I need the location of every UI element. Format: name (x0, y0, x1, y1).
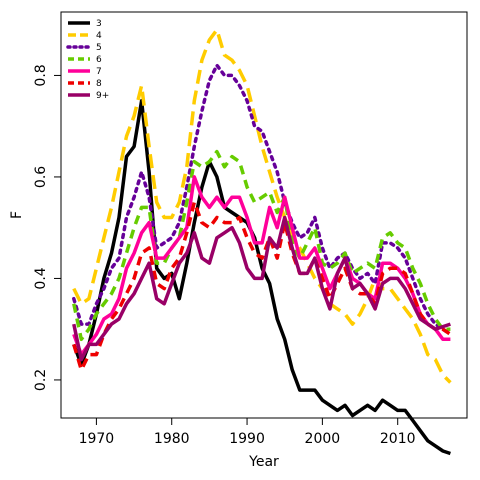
series-line-6 (72, 149, 451, 342)
legend-label: 8 (96, 79, 102, 89)
plot-area (72, 28, 453, 456)
y-axis-title: F (9, 211, 25, 219)
series-line-3 (72, 99, 451, 456)
x-tick-label: 2000 (305, 431, 341, 447)
y-tick-label: 0.8 (33, 64, 49, 86)
legend-label: 4 (96, 31, 102, 41)
legend-label: 6 (96, 55, 102, 65)
y-tick-label: 0.2 (33, 369, 49, 391)
legend: 3 4 5 6 7 8 9+ (66, 19, 109, 101)
x-tick-label: 1970 (79, 431, 115, 447)
x-tick-label: 1980 (154, 431, 190, 447)
series-line-9plus (72, 215, 451, 362)
y-tick-label: 0.4 (33, 267, 49, 289)
series-line-5 (72, 63, 453, 337)
x-axis-title: Year (248, 454, 279, 470)
y-tick-label: 0.6 (33, 166, 49, 188)
x-tick-label: 2010 (380, 431, 416, 447)
legend-label: 7 (96, 67, 102, 77)
y-axis: 0.2 0.4 0.6 0.8 (33, 64, 62, 391)
series-line-7 (72, 175, 451, 357)
x-axis: 1970 1980 1990 2000 2010 (79, 417, 416, 447)
legend-label: 3 (96, 19, 102, 29)
legend-label: 9+ (96, 91, 109, 101)
plot-frame (60, 11, 468, 419)
series-line-8 (72, 200, 452, 372)
x-tick-label: 1990 (229, 431, 265, 447)
legend-label: 5 (96, 43, 102, 53)
